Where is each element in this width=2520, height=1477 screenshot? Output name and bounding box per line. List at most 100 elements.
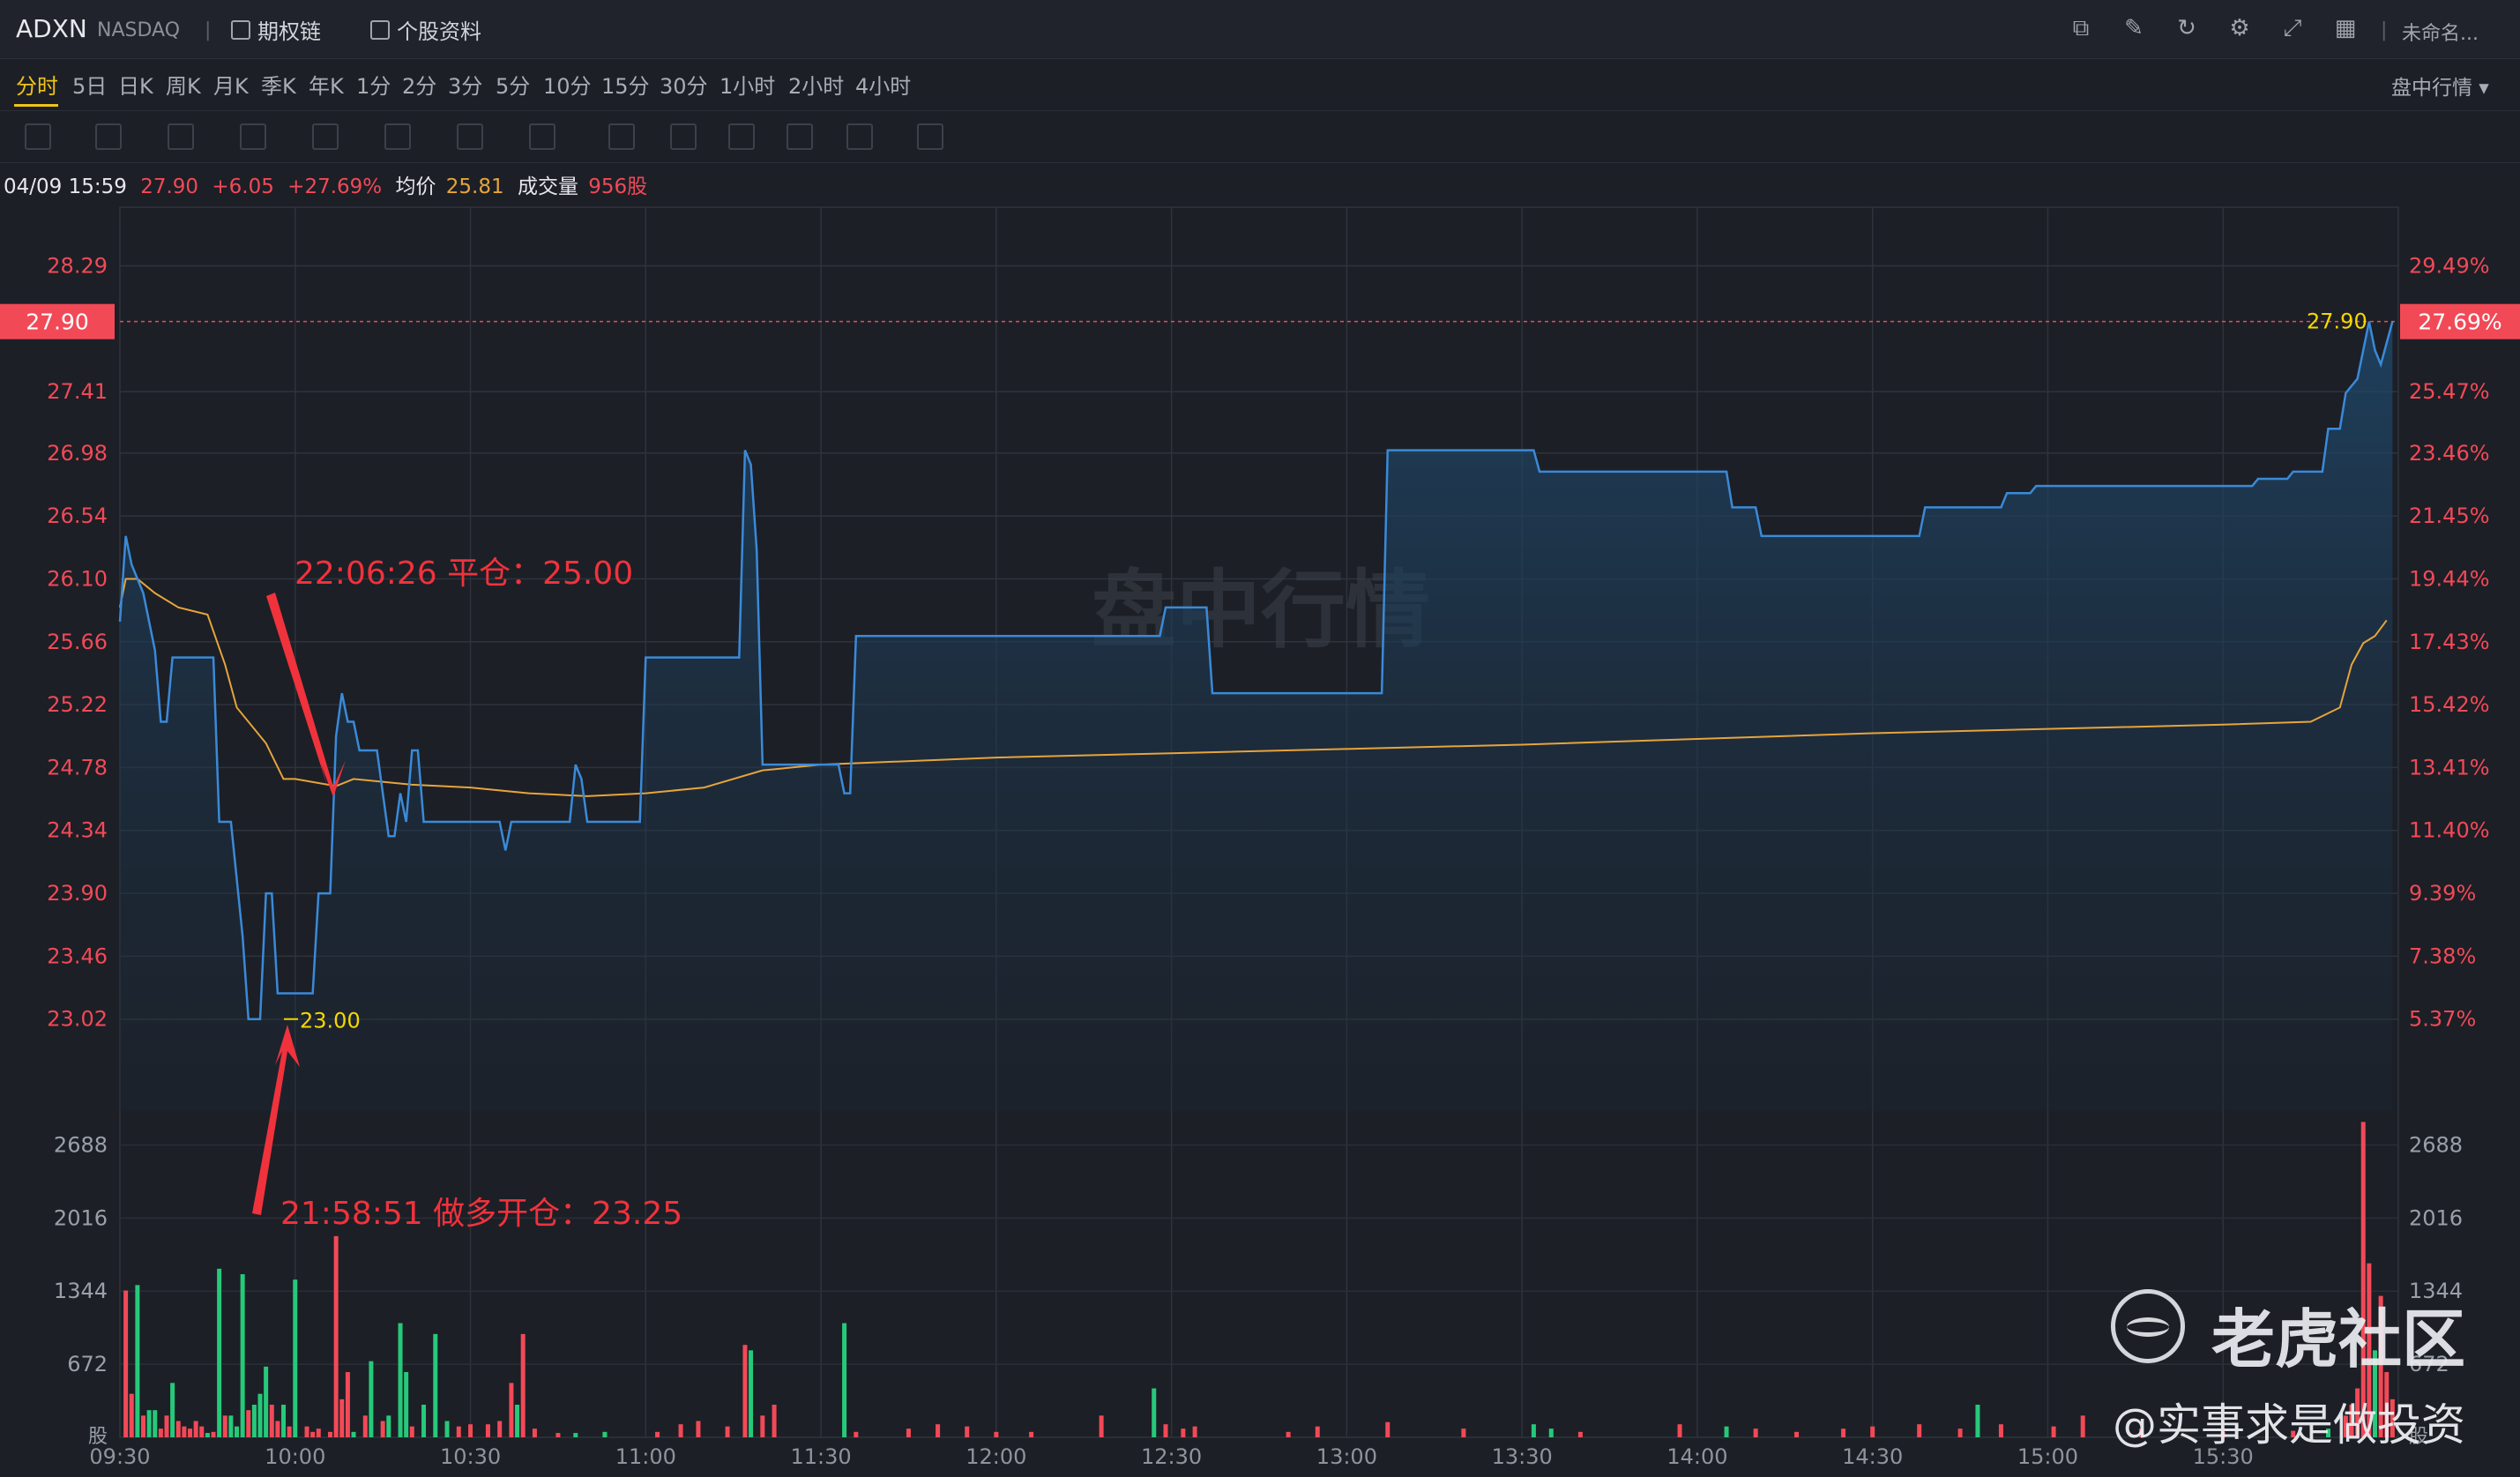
price-tick-label: 24.34 [47, 818, 108, 843]
tab-timeframe-8[interactable]: 2分 [402, 74, 437, 99]
quote-datetime: 04/09 15:59 [4, 175, 127, 198]
draw-pen-icon[interactable]: ✎ [2124, 15, 2143, 41]
pct-tick-label: 15.42% [2409, 692, 2490, 717]
volume-bar [1531, 1424, 1536, 1437]
price-tick-label: 26.10 [47, 566, 108, 591]
tab-timeframe-11[interactable]: 10分 [543, 74, 592, 99]
layout-grid-icon[interactable]: ▦ [2334, 15, 2357, 41]
volume-bar [158, 1429, 163, 1437]
tab-timeframe-1[interactable]: 5日 [72, 74, 108, 99]
tab-timeframe-13[interactable]: 30分 [660, 74, 708, 99]
volume-bar [228, 1415, 234, 1437]
price-area-fill [120, 321, 2393, 1111]
link-icon[interactable] [846, 123, 873, 150]
volume-bar [2291, 1430, 2296, 1437]
volume-bar [2220, 1431, 2226, 1437]
chart-axes: 09:30 10:00 10:30 11:00 11:30 12:00 12:30 13:00… [0, 253, 2520, 1469]
volume-bar [906, 1429, 911, 1437]
active-timeframe-underline [14, 104, 58, 107]
fullscreen-icon[interactable]: ⤢ [2283, 15, 2302, 41]
volume-bar [386, 1415, 391, 1437]
top-bar [0, 0, 2520, 59]
volume-bar [485, 1424, 490, 1437]
volume-bar [1181, 1429, 1186, 1437]
tab-timeframe-3[interactable]: 周K [166, 74, 201, 99]
volume-bar [456, 1426, 461, 1437]
volume-bar [164, 1415, 169, 1437]
volume-bar [369, 1361, 374, 1437]
volume-bar [135, 1285, 140, 1437]
tab-timeframe-2[interactable]: 日K [118, 74, 153, 99]
options-chain-button[interactable]: 期权链 [231, 14, 321, 45]
pct-tick-label: 13.41% [2409, 755, 2490, 780]
volume-bar [257, 1393, 263, 1437]
options-chain-label: 期权链 [257, 19, 321, 44]
volume-bar [404, 1372, 409, 1437]
trash-icon[interactable] [917, 123, 943, 150]
pct-tick-label: 19.44% [2409, 566, 2490, 591]
volume-tick-label: 672 [67, 1352, 108, 1376]
refresh-icon[interactable]: ↻ [2177, 15, 2196, 41]
tab-timeframe-4[interactable]: 月K [213, 74, 249, 99]
volume-bar [1577, 1431, 1583, 1437]
volume-bars [123, 1122, 2395, 1437]
magnet-icon[interactable] [787, 123, 813, 150]
position-tool-icon[interactable] [529, 123, 555, 150]
price-line [118, 321, 2394, 1020]
tab-timeframe-6[interactable]: 年K [309, 74, 344, 99]
volume-bar [1152, 1388, 1157, 1437]
pencil-icon[interactable] [608, 123, 635, 150]
chart-doc-icon [231, 19, 250, 40]
author-handle: @实事求是做投资 [2113, 1399, 2465, 1451]
price-tick-label: 24.78 [47, 755, 108, 780]
tab-timeframe-9[interactable]: 3分 [448, 74, 483, 99]
divider: | [2381, 19, 2388, 41]
fib-tool-icon[interactable] [240, 123, 266, 150]
arrow-tool-icon[interactable] [312, 123, 339, 150]
volume-bar [235, 1426, 240, 1437]
market-mode-label: 盘中行情 [2391, 77, 2472, 100]
tab-timeframe-16[interactable]: 4小时 [855, 74, 912, 99]
pct-tick-label: 25.47% [2409, 379, 2490, 404]
volume-bar [264, 1366, 269, 1437]
tab-timeframe-5[interactable]: 季K [261, 74, 296, 99]
price-tick-label: 23.02 [47, 1007, 108, 1032]
tab-timeframe-0[interactable]: 分时 [16, 74, 58, 99]
text-tool-icon[interactable] [384, 123, 411, 150]
volume-unit-label: 股 [88, 1426, 108, 1448]
tab-timeframe-14[interactable]: 1小时 [719, 74, 776, 99]
volume-tick-label: 2688 [54, 1132, 108, 1157]
x-tick-label: 12:00 [966, 1444, 1026, 1469]
x-tick-label: 11:30 [790, 1444, 851, 1469]
volume-bar [1099, 1415, 1104, 1437]
tab-timeframe-10[interactable]: 5分 [496, 74, 531, 99]
layout-name-dropdown[interactable]: 未命名... [2402, 23, 2479, 45]
volume-bar [205, 1433, 210, 1437]
tab-timeframe-15[interactable]: 2小时 [788, 74, 845, 99]
measure-tool-icon[interactable] [457, 123, 483, 150]
tab-timeframe-12[interactable]: 15分 [601, 74, 650, 99]
line-tool-icon[interactable] [25, 123, 51, 150]
indicator-icon[interactable]: ⧉ [2072, 15, 2090, 41]
rect-tool-icon[interactable] [95, 123, 122, 150]
market-mode-dropdown[interactable]: 盘中行情 ▾ [2391, 77, 2489, 100]
gear-icon[interactable]: ⚙ [2229, 15, 2250, 41]
lock-icon[interactable] [670, 123, 697, 150]
stock-profile-button[interactable]: 个股资料 [370, 14, 481, 45]
price-tick-label: 23.46 [47, 944, 108, 968]
current-price-tag-label: 27.90 [26, 310, 89, 335]
volume-bar [772, 1405, 777, 1437]
x-tick-label: 10:30 [440, 1444, 501, 1469]
symbol-label[interactable]: ADXN [16, 14, 87, 43]
tab-timeframe-7[interactable]: 1分 [356, 74, 391, 99]
x-tick-label: 15:30 [2193, 1444, 2254, 1469]
x-tick-label: 14:00 [1666, 1444, 1727, 1469]
eye-icon[interactable] [728, 123, 755, 150]
pattern-tool-icon[interactable] [168, 123, 194, 150]
volume-bar [555, 1433, 561, 1437]
volume-bar [1957, 1429, 1963, 1437]
volume-bar [281, 1405, 287, 1437]
x-tick-label: 12:30 [1141, 1444, 1202, 1469]
volume-bar [316, 1429, 321, 1437]
